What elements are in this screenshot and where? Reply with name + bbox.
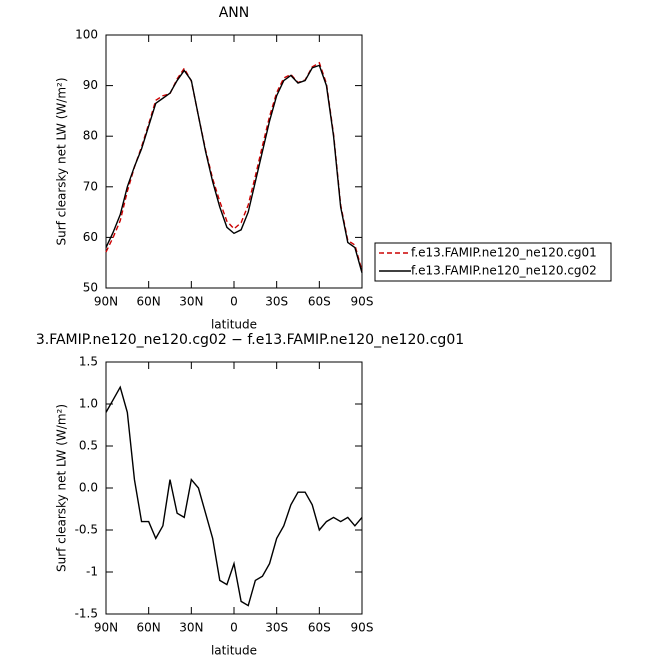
x-tick-label: 60S [308, 295, 331, 309]
y-tick-label: 70 [83, 179, 98, 193]
x-tick-label: 60N [137, 295, 161, 309]
chart-title: 3.FAMIP.ne120_ne120.cg02 − f.e13.FAMIP.n… [36, 332, 464, 348]
chart-title: ANN [219, 5, 250, 21]
x-tick-label: 60N [137, 621, 161, 635]
y-tick-label: 80 [83, 129, 98, 143]
x-tick-label: 30N [179, 621, 203, 635]
y-tick-label: 0.5 [79, 439, 98, 453]
data-line [105, 61, 363, 271]
legend-label: f.e13.FAMIP.ne120_ne120.cg01 [411, 246, 597, 260]
x-tick-label: 0 [230, 621, 238, 635]
plot-frame [105, 34, 363, 289]
y-tick-label: -0.5 [75, 523, 98, 537]
data-line [105, 385, 363, 607]
x-tick-label: 30N [179, 295, 203, 309]
x-axis-label: latitude [211, 644, 257, 658]
x-tick-label: 90N [94, 621, 118, 635]
x-axis-label: latitude [211, 318, 257, 332]
y-tick-label: 60 [83, 230, 98, 244]
y-tick-label: 0.0 [79, 481, 98, 495]
x-tick-label: 90N [94, 295, 118, 309]
y-tick-label: 50 [83, 281, 98, 295]
y-axis-label: Surf clearsky net LW (W/m²) [55, 404, 69, 572]
x-tick-label: 0 [230, 295, 238, 309]
plot-frame [105, 361, 363, 615]
y-tick-label: -1.5 [75, 607, 98, 621]
y-tick-label: -1 [86, 565, 98, 579]
x-tick-label: 90S [351, 621, 374, 635]
x-tick-label: 30S [265, 295, 288, 309]
data-line [105, 64, 363, 274]
legend-box [374, 242, 612, 282]
y-tick-label: 90 [83, 78, 98, 92]
legend-label: f.e13.FAMIP.ne120_ne120.cg02 [411, 264, 597, 278]
y-tick-label: 1.0 [79, 397, 98, 411]
x-tick-label: 60S [308, 621, 331, 635]
y-tick-label: 1.5 [79, 355, 98, 369]
x-tick-label: 30S [265, 621, 288, 635]
x-tick-label: 90S [351, 295, 374, 309]
y-tick-label: 100 [75, 28, 98, 42]
y-axis-label: Surf clearsky net LW (W/m²) [55, 77, 69, 245]
